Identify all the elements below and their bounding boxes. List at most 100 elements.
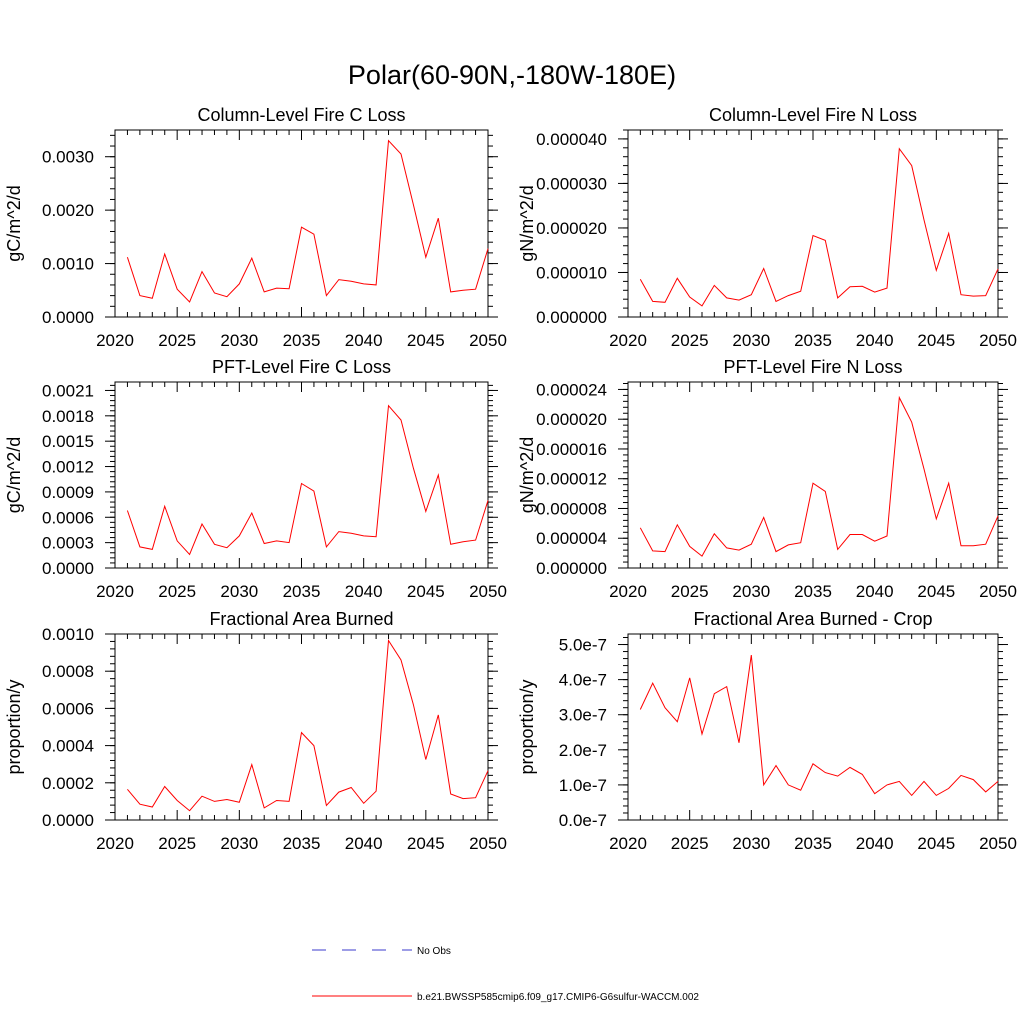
y-tick-label: 0.0003: [42, 534, 94, 553]
x-tick-label: 2045: [917, 834, 955, 853]
x-tick-label: 2020: [609, 582, 647, 601]
y-tick-label: 0.0000: [42, 811, 94, 830]
x-tick-label: 2030: [732, 834, 770, 853]
x-tick-label: 2035: [283, 331, 321, 350]
x-tick-label: 2045: [917, 331, 955, 350]
y-tick-label: 0.0004: [42, 737, 94, 756]
series-line: [126, 139, 489, 303]
legend: No Obs b.e21.BWSSP585cmip6.f09_g17.CMIP6…: [312, 946, 699, 1003]
x-tick-label: 2050: [469, 582, 507, 601]
plot-frame: [627, 129, 999, 318]
y-tick-label: 0.000020: [536, 219, 607, 238]
x-tick-label: 2045: [407, 582, 445, 601]
y-tick-label: 0.0e-7: [559, 811, 607, 830]
chart-panel: PFT-Level Fire C Loss gC/m^2/d 2020 2025 203…: [4, 357, 507, 601]
y-tick-label: 0.000020: [536, 410, 607, 429]
x-tick-label: 2020: [609, 834, 647, 853]
y-axis-label: proportion/y: [517, 679, 537, 774]
y-tick-label: 0.000024: [536, 380, 607, 399]
x-tick-label: 2045: [917, 582, 955, 601]
y-tick-label: 0.0010: [42, 255, 94, 274]
x-tick-label: 2035: [794, 834, 832, 853]
y-axis-label: gN/m^2/d: [517, 437, 537, 513]
x-tick-label: 2040: [345, 582, 383, 601]
y-tick-label: 0.000040: [536, 130, 607, 149]
x-tick-label: 2050: [469, 834, 507, 853]
series-line: [127, 638, 489, 812]
chart-panels: Column-Level Fire C Loss gC/m^2/d 2020 2025…: [4, 105, 1017, 853]
chart-panel: Fractional Area Burned - Crop proportion/…: [517, 609, 1017, 853]
series-line: [639, 655, 999, 797]
panel-title: Column-Level Fire C Loss: [197, 105, 405, 125]
x-tick-label: 2025: [671, 331, 709, 350]
x-tick-label: 2040: [856, 582, 894, 601]
legend-label-no-obs: No Obs: [417, 946, 451, 957]
y-tick-label: 0.0006: [42, 508, 94, 527]
y-tick-label: 0.0000: [42, 308, 94, 327]
x-tick-label: 2050: [979, 582, 1017, 601]
y-axis-label: gC/m^2/d: [4, 437, 24, 513]
y-tick-label: 0.0021: [42, 381, 94, 400]
x-tick-label: 2025: [671, 834, 709, 853]
y-axis-label: gC/m^2/d: [4, 185, 24, 261]
x-tick-label: 2035: [283, 582, 321, 601]
x-tick-label: 2040: [856, 331, 894, 350]
series-line: [126, 404, 489, 556]
x-tick-label: 2040: [345, 331, 383, 350]
y-tick-label: 0.0006: [42, 699, 94, 718]
x-tick-label: 2020: [96, 834, 134, 853]
y-axis-label: proportion/y: [4, 679, 24, 774]
x-tick-label: 2030: [220, 331, 258, 350]
panel-title: Column-Level Fire N Loss: [709, 105, 917, 125]
x-tick-label: 2025: [158, 331, 196, 350]
y-tick-label: 0.0000: [42, 559, 94, 578]
chart-panel: Column-Level Fire C Loss gC/m^2/d 2020 2025…: [4, 105, 507, 350]
x-tick-label: 2045: [407, 834, 445, 853]
y-tick-label: 0.000008: [536, 499, 607, 518]
y-tick-label: 0.000000: [536, 308, 607, 327]
x-tick-label: 2035: [794, 331, 832, 350]
chart-panel: Column-Level Fire N Loss gN/m^2/d 2020 2025…: [517, 105, 1017, 350]
x-tick-label: 2035: [283, 834, 321, 853]
panel-title: PFT-Level Fire N Loss: [723, 357, 902, 377]
y-tick-label: 0.0030: [42, 148, 94, 167]
x-tick-label: 2045: [407, 331, 445, 350]
series-line: [639, 395, 999, 557]
panel-title: Fractional Area Burned: [209, 609, 393, 629]
x-tick-label: 2050: [469, 331, 507, 350]
plot-frame: [114, 129, 489, 318]
y-tick-label: 0.000000: [536, 559, 607, 578]
x-tick-label: 2025: [671, 582, 709, 601]
y-tick-label: 0.0008: [42, 662, 94, 681]
y-axis-label: gN/m^2/d: [517, 185, 537, 261]
x-tick-label: 2030: [220, 834, 258, 853]
chart-panel: Fractional Area Burned proportion/y 2020 20…: [4, 609, 507, 853]
y-tick-label: 0.0015: [42, 432, 94, 451]
x-tick-label: 2020: [609, 331, 647, 350]
y-tick-label: 1.0e-7: [559, 776, 607, 795]
y-tick-label: 2.0e-7: [559, 741, 607, 760]
y-tick-label: 3.0e-7: [559, 706, 607, 725]
legend-label-model: b.e21.BWSSP585cmip6.f09_g17.CMIP6-G6sulf…: [417, 992, 699, 1003]
y-tick-label: 0.0018: [42, 407, 94, 426]
x-tick-label: 2020: [96, 582, 134, 601]
figure-title: Polar(60-90N,-180W-180E): [348, 60, 676, 90]
y-tick-label: 0.000016: [536, 440, 607, 459]
x-tick-label: 2040: [856, 834, 894, 853]
y-tick-label: 0.0009: [42, 483, 94, 502]
x-tick-label: 2030: [732, 582, 770, 601]
y-tick-label: 0.0012: [42, 458, 94, 477]
x-tick-label: 2030: [732, 331, 770, 350]
x-tick-label: 2025: [158, 834, 196, 853]
y-tick-label: 4.0e-7: [559, 671, 607, 690]
series-line: [639, 147, 999, 307]
x-tick-label: 2020: [96, 331, 134, 350]
x-tick-label: 2025: [158, 582, 196, 601]
x-tick-label: 2030: [220, 582, 258, 601]
plot-frame: [114, 633, 489, 821]
x-tick-label: 2035: [794, 582, 832, 601]
y-tick-label: 0.0010: [42, 625, 94, 644]
y-tick-label: 5.0e-7: [559, 636, 607, 655]
x-tick-label: 2040: [345, 834, 383, 853]
